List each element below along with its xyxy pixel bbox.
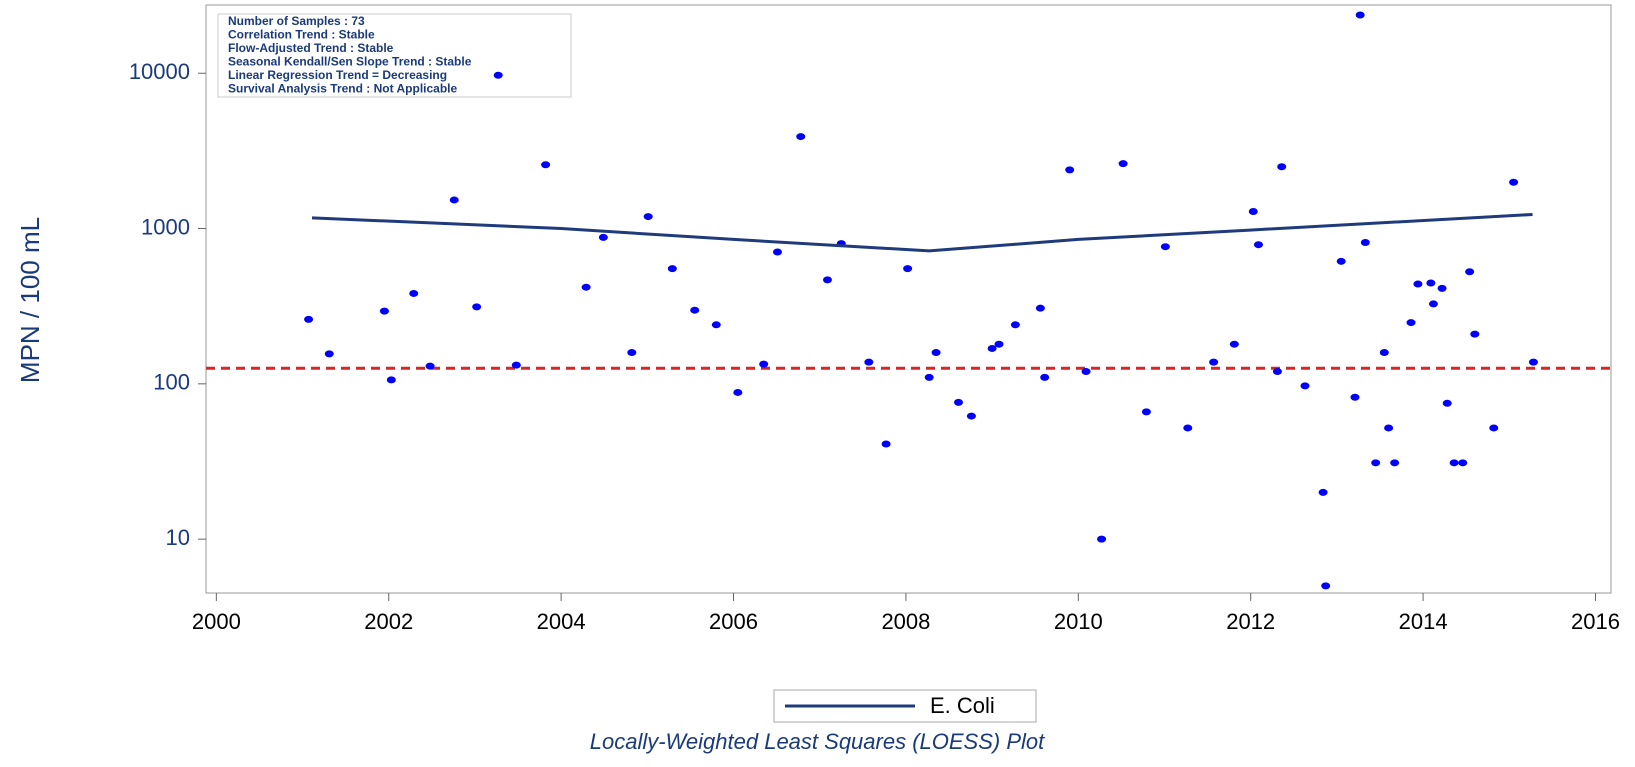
data-point xyxy=(1428,300,1438,308)
x-tick-label: 2010 xyxy=(1054,609,1103,634)
annotation: Number of Samples : 73 xyxy=(228,14,365,28)
data-point xyxy=(1465,268,1475,276)
data-point xyxy=(1035,304,1045,312)
data-point xyxy=(711,321,721,329)
data-point xyxy=(449,196,459,204)
data-point xyxy=(1442,399,1452,407)
data-point xyxy=(1437,284,1447,292)
data-point xyxy=(472,303,482,311)
data-point xyxy=(796,133,806,141)
x-tick-label: 2012 xyxy=(1226,609,1275,634)
data-point xyxy=(1509,178,1519,186)
data-point xyxy=(733,388,743,396)
data-point xyxy=(966,412,976,420)
data-point xyxy=(493,71,503,79)
x-tick-label: 2016 xyxy=(1571,609,1620,634)
data-point xyxy=(627,349,637,357)
data-point xyxy=(1350,393,1360,401)
data-point xyxy=(1426,279,1436,287)
data-point xyxy=(386,376,396,384)
annotation-box xyxy=(217,13,572,98)
x-tick-label: 2006 xyxy=(709,609,758,634)
data-point xyxy=(1321,582,1331,590)
data-point xyxy=(1040,373,1050,381)
data-point xyxy=(1390,459,1400,467)
data-point xyxy=(1355,11,1365,19)
data-point xyxy=(1253,241,1263,249)
data-point xyxy=(772,248,782,256)
x-tick-label: 2014 xyxy=(1399,609,1448,634)
data-point xyxy=(1458,459,1468,467)
data-point xyxy=(903,265,913,273)
data-point xyxy=(994,340,1004,348)
data-point xyxy=(1209,358,1219,366)
data-point xyxy=(324,350,334,358)
data-point xyxy=(409,289,419,297)
data-point xyxy=(931,349,941,357)
data-point xyxy=(881,440,891,448)
data-point xyxy=(1413,280,1423,288)
data-point xyxy=(1097,535,1107,543)
data-point xyxy=(1183,424,1193,432)
data-point xyxy=(1360,238,1370,246)
data-point xyxy=(1449,459,1459,467)
legend-label: E. Coli xyxy=(930,693,995,718)
data-point xyxy=(1160,243,1170,251)
data-point xyxy=(953,398,963,406)
annotation: Seasonal Kendall/Sen Slope Trend : Stabl… xyxy=(228,55,472,69)
annotation: Linear Regression Trend = Decreasing xyxy=(228,68,447,82)
data-point xyxy=(690,306,700,314)
footer-title: Locally-Weighted Least Squares (LOESS) P… xyxy=(590,729,1045,754)
data-point xyxy=(1248,207,1258,215)
data-point xyxy=(598,233,608,241)
data-point xyxy=(864,358,874,366)
data-point xyxy=(541,161,551,169)
y-tick-label: 10000 xyxy=(129,59,190,84)
data-point xyxy=(1118,160,1128,168)
data-point xyxy=(1272,368,1282,376)
loess-line xyxy=(311,212,1533,253)
annotation: Survival Analysis Trend : Not Applicable xyxy=(228,82,457,96)
data-point xyxy=(1371,459,1381,467)
data-point xyxy=(1081,368,1091,376)
data-point xyxy=(924,373,934,381)
data-point xyxy=(1528,358,1538,366)
annotation: Flow-Adjusted Trend : Stable xyxy=(228,41,394,55)
data-point xyxy=(643,213,653,221)
data-point xyxy=(1229,340,1239,348)
data-point xyxy=(1384,424,1394,432)
annotation: Correlation Trend : Stable xyxy=(228,28,375,42)
data-point xyxy=(1300,382,1310,390)
data-point xyxy=(1277,163,1287,171)
data-point xyxy=(1489,424,1499,432)
data-point xyxy=(304,315,314,323)
data-point xyxy=(1318,488,1328,496)
data-point xyxy=(759,360,769,368)
data-point xyxy=(822,276,832,284)
data-point xyxy=(987,344,997,352)
y-tick-label: 100 xyxy=(153,370,190,395)
data-point xyxy=(1010,321,1020,329)
x-tick-label: 2008 xyxy=(881,609,930,634)
data-point xyxy=(1336,257,1346,265)
data-point xyxy=(511,361,521,369)
data-point xyxy=(581,283,591,291)
x-tick-label: 2000 xyxy=(192,609,241,634)
y-tick-label: 10 xyxy=(166,525,190,550)
plot-frame xyxy=(205,4,1612,594)
data-point xyxy=(667,265,677,273)
data-point xyxy=(1141,408,1151,416)
data-point xyxy=(1470,330,1480,338)
data-point xyxy=(1065,166,1075,174)
data-point xyxy=(379,307,389,315)
data-point xyxy=(425,362,435,370)
data-point xyxy=(1406,319,1416,327)
data-point xyxy=(1379,349,1389,357)
y-tick-label: 1000 xyxy=(141,214,190,239)
x-tick-label: 2004 xyxy=(537,609,586,634)
y-axis-label: MPN / 100 mL xyxy=(15,217,45,383)
x-tick-label: 2002 xyxy=(364,609,413,634)
